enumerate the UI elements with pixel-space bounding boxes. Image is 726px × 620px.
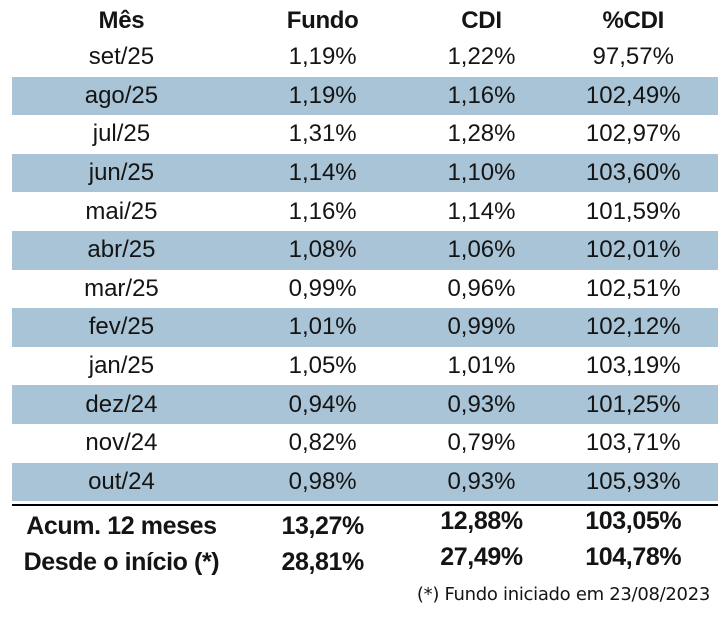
cdi-value-cell: 1,06%	[447, 236, 516, 264]
summary-label: Desde o início (*)	[23, 547, 220, 576]
fundo-value-cell: 1,16%	[288, 197, 357, 225]
pcdi-value-cell: 97,57%	[592, 43, 674, 71]
table-row: ago/25 1,19% 1,16% 102,49%	[12, 76, 718, 116]
column-header-cdi: CDI	[461, 7, 502, 34]
fundo-value-cell: 1,19%	[288, 43, 357, 71]
month-cell: nov/24	[85, 429, 158, 457]
summary-pcdi-value: 103,05%	[585, 506, 682, 535]
cdi-value-cell: 1,01%	[447, 352, 516, 380]
cdi-value-cell: 0,96%	[447, 274, 516, 302]
table-row: fev/25 1,01% 0,99% 102,12%	[12, 308, 718, 347]
fundo-value-cell: 0,99%	[288, 274, 357, 302]
month-cell: jan/25	[88, 352, 155, 380]
table-row: abr/25 1,08% 1,06% 102,01%	[12, 230, 718, 270]
pcdi-value-cell: 102,49%	[585, 81, 681, 109]
fundo-value-cell: 1,08%	[288, 236, 357, 264]
pcdi-value-cell: 101,25%	[585, 390, 681, 418]
pcdi-value-cell: 103,60%	[585, 159, 681, 187]
fund-performance-table: Mês Fundo CDI %CDI set/25 1,19% 1,22% 97…	[12, 4, 718, 580]
fundo-value-cell: 1,01%	[288, 313, 357, 341]
summary-row-acum-12-meses: Acum. 12 meses 13,27% 12,88% 103,05%	[12, 508, 718, 544]
cdi-value-cell: 1,10%	[447, 159, 516, 187]
fundo-value-cell: 1,31%	[288, 120, 357, 148]
summary-fundo-value: 13,27%	[281, 511, 364, 540]
summary-cdi-value: 27,49%	[440, 542, 523, 571]
summary-separator-line	[12, 504, 718, 507]
pcdi-value-cell: 102,01%	[585, 236, 681, 264]
column-header-pcdi: %CDI	[602, 7, 665, 34]
table-header-row: Mês Fundo CDI %CDI	[12, 4, 718, 38]
cdi-value-cell: 1,28%	[447, 120, 516, 148]
pcdi-value-cell: 102,12%	[585, 313, 681, 341]
summary-pcdi-value: 104,78%	[585, 542, 682, 571]
summary-fundo-value: 28,81%	[281, 547, 364, 576]
month-cell: out/24	[88, 467, 155, 495]
month-cell: jun/25	[88, 159, 155, 187]
month-cell: fev/25	[88, 313, 155, 341]
month-cell: abr/25	[87, 236, 156, 264]
pcdi-value-cell: 101,59%	[585, 197, 681, 225]
summary-label: Acum. 12 meses	[26, 511, 217, 540]
cdi-value-cell: 0,93%	[447, 390, 516, 418]
table-row: mar/25 0,99% 0,96% 102,51%	[12, 270, 718, 309]
summary-cdi-value: 12,88%	[440, 506, 523, 535]
fundo-value-cell: 1,14%	[288, 159, 357, 187]
cdi-value-cell: 1,22%	[447, 43, 516, 71]
month-cell: jul/25	[92, 120, 151, 148]
fundo-value-cell: 1,19%	[288, 81, 357, 109]
fundo-value-cell: 0,94%	[288, 390, 357, 418]
fundo-value-cell: 1,05%	[288, 352, 357, 380]
month-cell: mai/25	[85, 197, 158, 225]
table-row: out/24 0,98% 0,93% 105,93%	[12, 462, 718, 502]
column-header-mes: Mês	[98, 7, 145, 34]
table-row: jul/25 1,31% 1,28% 102,97%	[12, 115, 718, 154]
month-cell: ago/25	[84, 81, 159, 109]
table-row: jan/25 1,05% 1,01% 103,19%	[12, 347, 718, 386]
table-row: set/25 1,19% 1,22% 97,57%	[12, 38, 718, 77]
cdi-value-cell: 0,99%	[447, 313, 516, 341]
cdi-value-cell: 1,16%	[447, 81, 516, 109]
table-row: dez/24 0,94% 0,93% 101,25%	[12, 385, 718, 424]
fundo-value-cell: 0,98%	[288, 467, 357, 495]
table-row: jun/25 1,14% 1,10% 103,60%	[12, 153, 718, 193]
cdi-value-cell: 1,14%	[447, 197, 516, 225]
pcdi-value-cell: 102,51%	[585, 274, 681, 302]
month-cell: dez/24	[85, 390, 158, 418]
cdi-value-cell: 0,79%	[447, 429, 516, 457]
pcdi-value-cell: 103,19%	[585, 352, 681, 380]
table-row: mai/25 1,16% 1,14% 101,59%	[12, 192, 718, 231]
table-body: set/25 1,19% 1,22% 97,57% ago/25 1,19% 1…	[12, 38, 718, 502]
summary-row-desde-o-inicio: Desde o início (*) 28,81% 27,49% 104,78%	[12, 544, 718, 580]
footnote: (*) Fundo iniciado em 23/08/2023	[416, 584, 710, 605]
fundo-value-cell: 0,82%	[288, 429, 357, 457]
month-cell: set/25	[88, 43, 155, 71]
month-cell: mar/25	[84, 274, 159, 302]
pcdi-value-cell: 103,71%	[585, 429, 681, 457]
cdi-value-cell: 0,93%	[447, 467, 516, 495]
pcdi-value-cell: 105,93%	[585, 467, 681, 495]
pcdi-value-cell: 102,97%	[585, 120, 681, 148]
column-header-fundo: Fundo	[286, 7, 359, 34]
table-row: nov/24 0,82% 0,79% 103,71%	[12, 424, 718, 463]
